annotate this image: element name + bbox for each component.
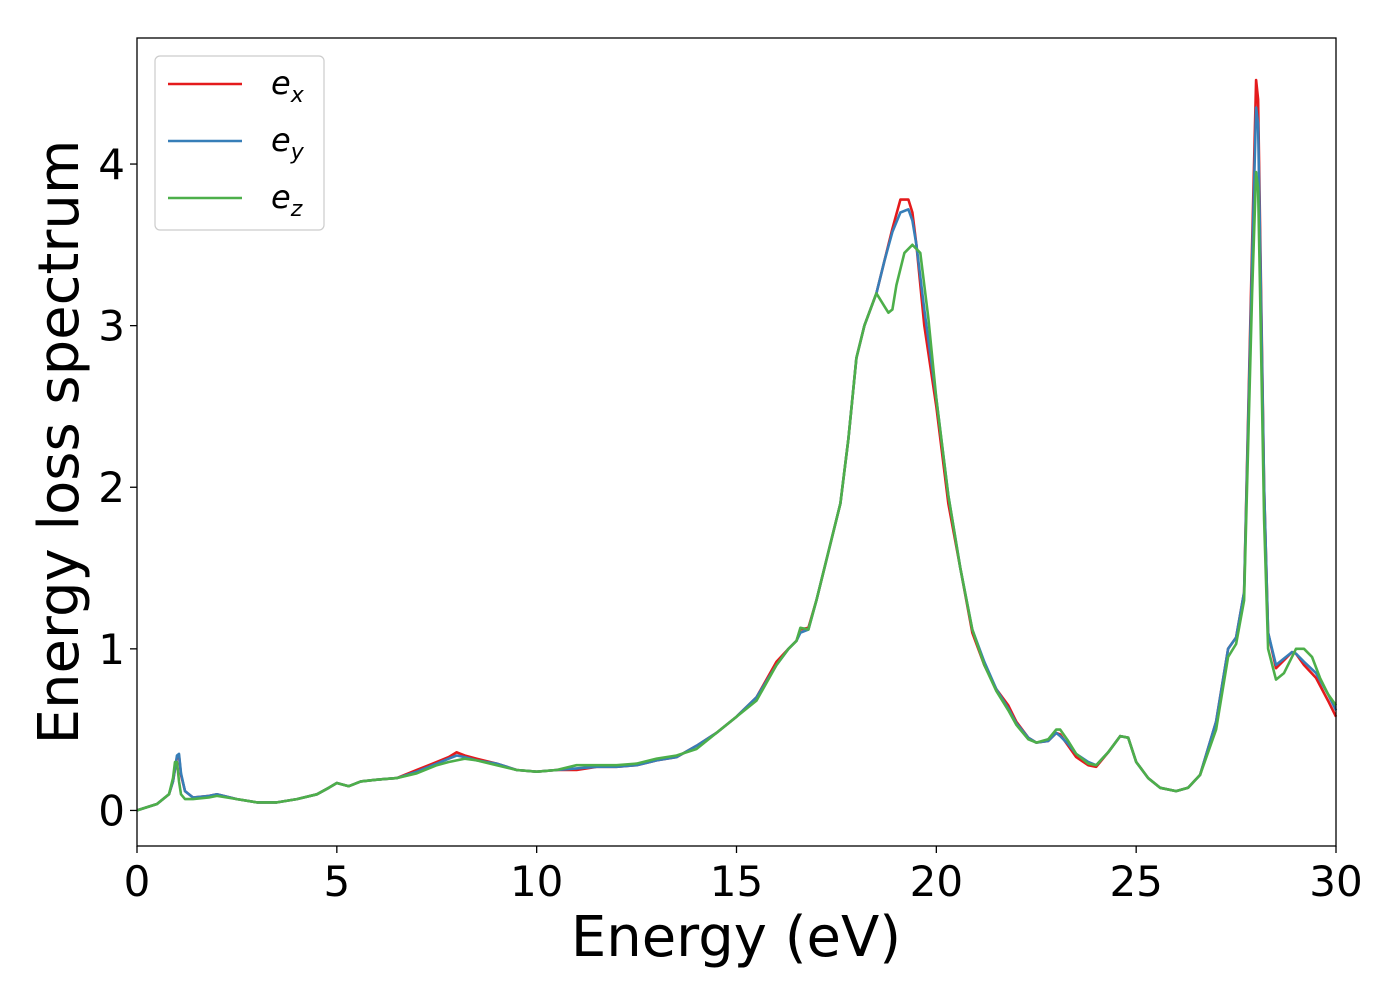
- y-axis-ticks: 0 1 2 3 4: [98, 140, 137, 835]
- x-tick-label: 10: [510, 857, 563, 906]
- x-tick-label: 25: [1109, 857, 1162, 906]
- x-tick-label: 0: [124, 857, 151, 906]
- y-tick-label: 2: [98, 463, 125, 512]
- x-tick-label: 15: [710, 857, 763, 906]
- y-tick-label: 4: [98, 140, 125, 189]
- y-tick-label: 3: [98, 302, 125, 351]
- y-tick-label: 1: [98, 625, 125, 674]
- x-axis-ticks: 0 5 10 15 20 25 30: [124, 846, 1363, 906]
- y-tick-label: 0: [98, 786, 125, 835]
- x-tick-label: 5: [323, 857, 350, 906]
- legend-box: [154, 55, 325, 231]
- x-axis-title: Energy (eV): [571, 905, 901, 970]
- series-line-z: [136, 170, 1338, 812]
- series-layer: [136, 78, 1338, 812]
- plot-background: [137, 38, 1336, 846]
- y-axis-title: Energy loss spectrum: [27, 140, 92, 745]
- x-tick-label: 20: [910, 857, 963, 906]
- x-tick-label: 30: [1309, 857, 1362, 906]
